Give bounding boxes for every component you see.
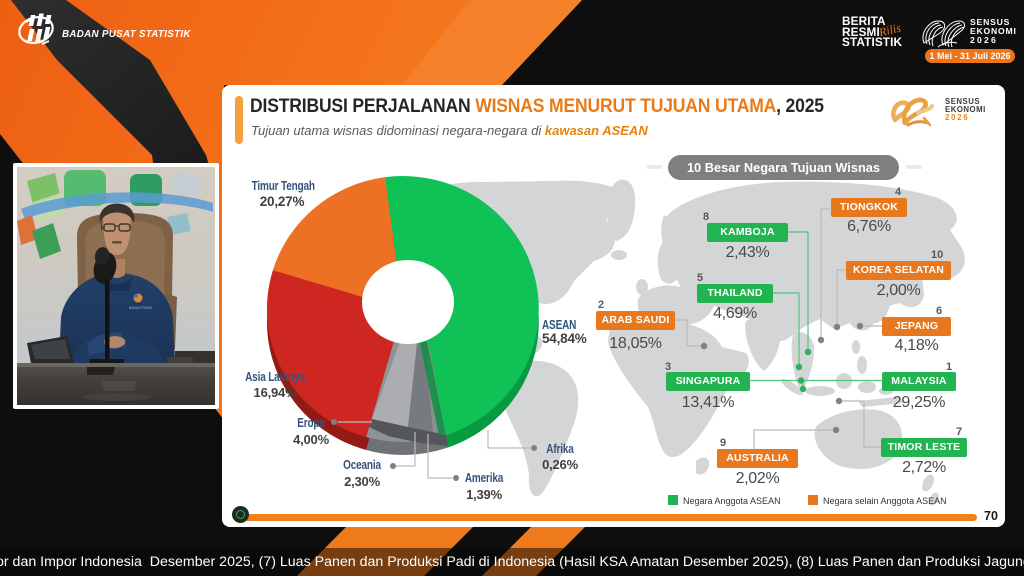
svg-text:BADAN PUSAT STATISTIK: BADAN PUSAT STATISTIK <box>62 29 191 40</box>
svg-text:BADAN PUSAT: BADAN PUSAT <box>129 306 153 310</box>
